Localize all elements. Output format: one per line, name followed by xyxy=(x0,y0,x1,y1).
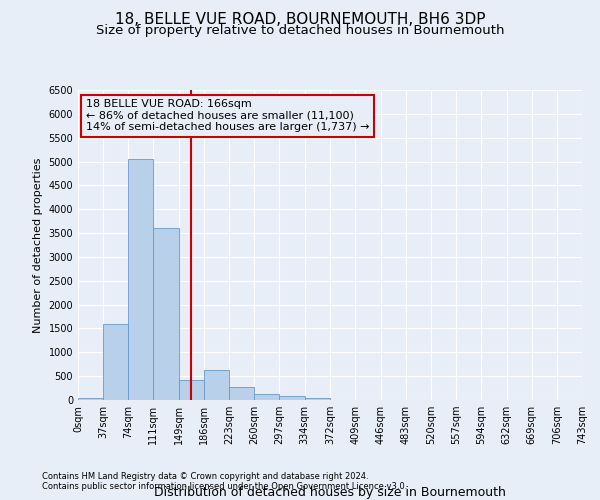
Bar xyxy=(229,387,254,400)
Bar xyxy=(204,370,229,400)
Text: 18, BELLE VUE ROAD, BOURNEMOUTH, BH6 3DP: 18, BELLE VUE ROAD, BOURNEMOUTH, BH6 3DP xyxy=(115,12,485,28)
Y-axis label: Number of detached properties: Number of detached properties xyxy=(33,158,43,332)
X-axis label: Distribution of detached houses by size in Bournemouth: Distribution of detached houses by size … xyxy=(154,486,506,499)
Bar xyxy=(78,398,103,400)
Text: Contains HM Land Registry data © Crown copyright and database right 2024.: Contains HM Land Registry data © Crown c… xyxy=(42,472,368,481)
Bar xyxy=(179,380,204,400)
Text: 18 BELLE VUE ROAD: 166sqm
← 86% of detached houses are smaller (11,100)
14% of s: 18 BELLE VUE ROAD: 166sqm ← 86% of detac… xyxy=(86,100,369,132)
Bar xyxy=(128,159,153,400)
Bar xyxy=(153,228,179,400)
Text: Contains public sector information licensed under the Open Government Licence v3: Contains public sector information licen… xyxy=(42,482,407,491)
Bar xyxy=(254,394,280,400)
Text: Size of property relative to detached houses in Bournemouth: Size of property relative to detached ho… xyxy=(96,24,504,37)
Bar xyxy=(305,398,331,400)
Bar xyxy=(103,324,128,400)
Bar xyxy=(280,396,305,400)
